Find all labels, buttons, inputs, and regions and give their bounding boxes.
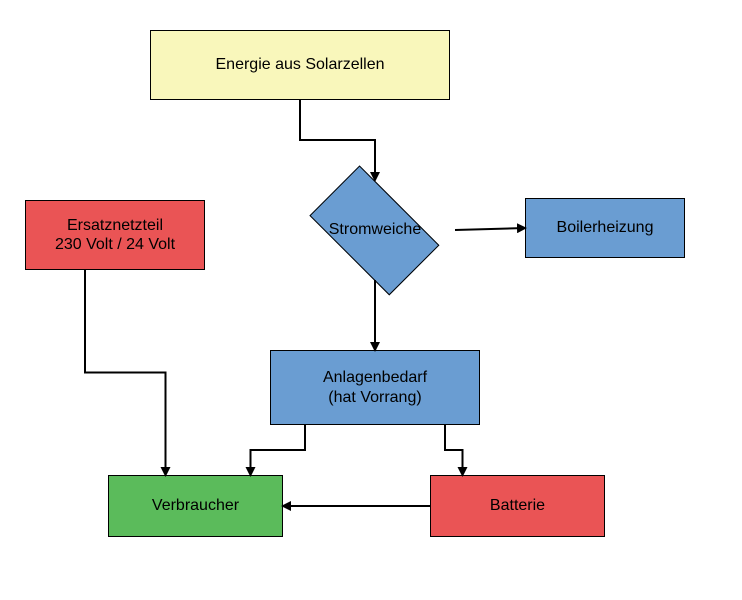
edge xyxy=(85,270,166,475)
node-anlagenbedarf-label: Anlagenbedarf(hat Vorrang) xyxy=(323,368,427,406)
node-boilerheizung-label: Boilerheizung xyxy=(557,218,654,237)
edge xyxy=(445,425,463,475)
edges xyxy=(85,100,525,506)
node-anlagenbedarf: Anlagenbedarf(hat Vorrang) xyxy=(270,350,480,425)
node-batterie: Batterie xyxy=(430,475,605,537)
node-stromweiche-label: Stromweiche xyxy=(329,221,421,239)
node-verbraucher: Verbraucher xyxy=(108,475,283,537)
edge xyxy=(455,228,525,230)
node-verbraucher-label: Verbraucher xyxy=(152,496,239,515)
edge xyxy=(251,425,306,475)
node-stromweiche: Stromweiche xyxy=(295,180,455,280)
flowchart-canvas: Energie aus Solarzellen Ersatznetzteil23… xyxy=(0,0,742,600)
edge xyxy=(300,100,375,180)
node-solar-label: Energie aus Solarzellen xyxy=(216,55,385,74)
node-ersatznetzteil-label: Ersatznetzteil230 Volt / 24 Volt xyxy=(55,216,175,254)
node-batterie-label: Batterie xyxy=(490,496,545,515)
node-ersatznetzteil: Ersatznetzteil230 Volt / 24 Volt xyxy=(25,200,205,270)
node-solar: Energie aus Solarzellen xyxy=(150,30,450,100)
node-boilerheizung: Boilerheizung xyxy=(525,198,685,258)
